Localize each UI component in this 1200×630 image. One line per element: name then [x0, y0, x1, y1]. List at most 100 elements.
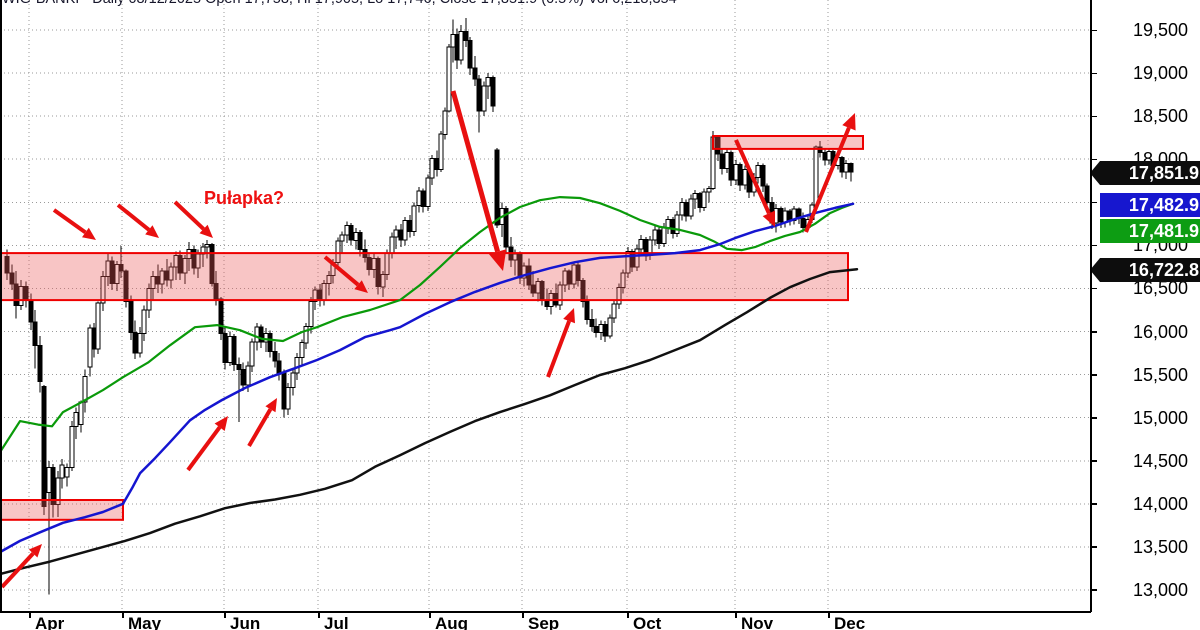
candle-body	[312, 289, 318, 302]
candle-body	[683, 201, 689, 217]
candle-body	[755, 164, 761, 178]
candle-body	[688, 198, 694, 217]
candle-body	[95, 302, 101, 350]
y-axis-tick-label: 15,000	[1132, 407, 1188, 428]
y-axis-tick-label: 19,500	[1132, 20, 1188, 40]
candle-body	[629, 250, 635, 268]
y-axis-tick	[1090, 201, 1097, 204]
annotation-arrow-head	[265, 398, 277, 413]
candle-body	[407, 219, 413, 233]
candle-body	[848, 163, 854, 173]
candle-body	[724, 151, 730, 170]
candle-body	[41, 386, 47, 508]
candle-body	[425, 177, 431, 208]
candle-body	[737, 163, 743, 186]
y-axis-tick	[1090, 158, 1097, 161]
candle-body	[446, 46, 452, 112]
candle-body	[566, 270, 572, 285]
y-axis-tick	[1090, 115, 1097, 118]
candle-body	[787, 210, 793, 221]
candle-body	[32, 321, 38, 346]
candle-body	[114, 263, 120, 284]
candle-body	[73, 412, 79, 427]
candle-body	[611, 303, 617, 319]
candle-body	[674, 214, 680, 234]
candle-body	[59, 464, 65, 479]
x-axis-tick	[627, 612, 629, 618]
annotation-arrow-head	[28, 544, 42, 558]
candle-body	[503, 207, 509, 248]
axis-border-bottom	[0, 611, 1091, 613]
candle-body	[463, 31, 469, 41]
x-axis-month-label: May	[128, 614, 162, 630]
zone-upper-resistance-box	[712, 135, 864, 150]
price-tag: 17,482.9	[1100, 193, 1200, 217]
candle-body	[661, 226, 667, 245]
candle-body	[778, 207, 784, 223]
candle-body	[236, 363, 242, 370]
candle-body	[254, 326, 260, 343]
candle-body	[638, 238, 644, 250]
zone-lower-support-box	[0, 499, 124, 521]
candle-body	[132, 331, 138, 354]
candle-body	[607, 317, 613, 337]
y-axis-tick	[1090, 72, 1097, 75]
x-axis-month-label: Dec	[834, 614, 866, 630]
x-axis-month-label: Jun	[230, 614, 261, 630]
candle-body	[357, 232, 363, 251]
trap-annotation-label: Pułapka?	[204, 188, 285, 208]
candle-body	[656, 229, 662, 245]
y-axis-tick	[1090, 29, 1097, 31]
candle-body	[494, 149, 500, 226]
candle-body	[521, 265, 527, 279]
ma-mid-blue	[0, 202, 855, 554]
candle-body	[602, 324, 608, 337]
candle-body	[78, 401, 84, 426]
candle-body	[467, 39, 473, 69]
candle-body	[634, 248, 640, 268]
candle-body	[742, 169, 748, 186]
y-axis-tick-label: 13,000	[1132, 579, 1188, 600]
price-tag-notch-icon	[1090, 161, 1100, 185]
candle-body	[348, 225, 354, 241]
annotation-arrow-head	[145, 225, 159, 238]
candle-body	[64, 467, 70, 478]
candle-body	[118, 263, 124, 272]
annotation-arrow-head	[563, 308, 575, 324]
candle-body	[575, 264, 581, 282]
candle-body	[843, 163, 849, 173]
candle-body	[490, 76, 496, 107]
candle-body	[109, 260, 115, 284]
candle-body	[249, 341, 255, 367]
candle-body	[679, 201, 685, 216]
candle-body	[800, 218, 806, 228]
annotation-arrow-shaft	[52, 208, 87, 235]
y-axis-tick-label: 19,000	[1132, 63, 1188, 84]
annotation-arrow-shaft	[323, 255, 360, 287]
candle-body	[82, 375, 88, 403]
candle-body	[760, 164, 766, 187]
candle-body	[267, 332, 273, 352]
x-axis-tick	[828, 612, 830, 618]
candle-body	[429, 157, 435, 179]
zone-mid-resistance-band	[0, 252, 849, 302]
candle-body	[18, 286, 24, 307]
candle-body	[544, 300, 550, 307]
y-axis-tick-label: 14,000	[1132, 493, 1188, 514]
y-axis-tick-label: 14,500	[1132, 450, 1188, 471]
candle-body	[344, 225, 350, 236]
candle-body	[472, 67, 478, 80]
candle-body	[366, 256, 372, 270]
candle-body	[728, 151, 734, 181]
candle-body	[177, 255, 183, 274]
y-axis-tick	[1090, 546, 1097, 548]
candle-body	[764, 185, 770, 203]
y-axis-tick	[1090, 244, 1097, 247]
candle-body	[258, 326, 264, 343]
candle-body	[481, 85, 487, 112]
candle-body	[733, 163, 739, 181]
ma-long-black	[0, 267, 859, 576]
price-tag: 17,851.9	[1090, 161, 1200, 185]
x-axis-tick	[735, 612, 737, 618]
y-axis-tick	[1090, 503, 1097, 505]
